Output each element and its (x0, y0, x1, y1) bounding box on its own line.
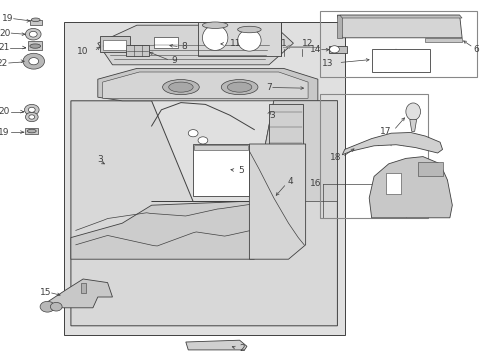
Text: 8: 8 (181, 42, 186, 51)
Polygon shape (409, 120, 416, 131)
Polygon shape (368, 157, 451, 218)
Bar (194, 145, 248, 150)
Polygon shape (249, 144, 305, 259)
Polygon shape (193, 144, 249, 196)
Polygon shape (151, 101, 337, 202)
Circle shape (24, 104, 39, 115)
Text: 1: 1 (280, 40, 286, 49)
Text: 13: 13 (321, 58, 333, 68)
Polygon shape (339, 15, 461, 18)
Circle shape (29, 31, 37, 37)
Text: 10: 10 (77, 46, 88, 55)
Ellipse shape (237, 26, 261, 33)
Bar (320, 94, 427, 218)
Bar (371, 49, 429, 72)
Text: 3: 3 (268, 111, 274, 120)
Ellipse shape (30, 44, 41, 48)
Circle shape (29, 115, 35, 119)
Polygon shape (126, 45, 149, 56)
Circle shape (23, 53, 44, 69)
Circle shape (198, 137, 207, 144)
Ellipse shape (221, 80, 258, 95)
Text: 20: 20 (0, 107, 10, 116)
Ellipse shape (227, 82, 251, 92)
Text: 5: 5 (238, 166, 244, 175)
Bar (30, 20, 42, 25)
Text: 21: 21 (0, 43, 10, 52)
Ellipse shape (202, 25, 227, 50)
Text: 19: 19 (2, 14, 14, 23)
Text: 19: 19 (0, 128, 10, 136)
Text: 16: 16 (309, 179, 321, 188)
Text: 17: 17 (379, 126, 390, 135)
Text: 14: 14 (310, 45, 321, 54)
Text: 9: 9 (171, 56, 177, 65)
Circle shape (25, 112, 38, 122)
Bar (25, 128, 38, 134)
Circle shape (329, 46, 339, 53)
Polygon shape (98, 68, 317, 101)
Ellipse shape (237, 30, 261, 51)
Polygon shape (268, 104, 303, 202)
Polygon shape (328, 46, 346, 53)
Text: 22: 22 (0, 58, 8, 68)
Polygon shape (185, 340, 246, 350)
Polygon shape (102, 72, 307, 98)
Text: 3: 3 (97, 155, 102, 164)
Circle shape (29, 58, 39, 65)
Polygon shape (81, 283, 85, 293)
Ellipse shape (168, 82, 193, 92)
Circle shape (28, 107, 35, 112)
Text: 7: 7 (266, 83, 272, 91)
Text: 11: 11 (229, 40, 241, 49)
Circle shape (50, 302, 62, 311)
Polygon shape (337, 15, 342, 38)
Text: 20: 20 (0, 29, 11, 37)
Ellipse shape (202, 22, 227, 28)
Text: 2: 2 (239, 343, 245, 353)
Text: 15: 15 (40, 288, 51, 297)
Bar (425, 38, 461, 42)
Polygon shape (71, 101, 337, 326)
Ellipse shape (405, 103, 420, 120)
Polygon shape (71, 202, 254, 259)
Polygon shape (100, 36, 129, 52)
Ellipse shape (162, 80, 199, 95)
Text: 6: 6 (472, 45, 478, 54)
Bar (320, 11, 476, 77)
Circle shape (40, 301, 55, 312)
Text: 18: 18 (329, 153, 341, 162)
Text: 12: 12 (302, 40, 313, 49)
Text: 4: 4 (287, 177, 293, 186)
Bar (28, 41, 42, 50)
Bar (102, 40, 126, 50)
Circle shape (188, 130, 198, 137)
Polygon shape (98, 25, 293, 65)
Polygon shape (342, 132, 442, 155)
Ellipse shape (27, 129, 36, 133)
Bar (154, 37, 177, 48)
Polygon shape (44, 279, 112, 308)
Bar (63, 22, 344, 335)
Bar (417, 162, 442, 176)
Circle shape (25, 28, 41, 40)
Polygon shape (198, 22, 281, 56)
Polygon shape (337, 15, 461, 38)
Bar (386, 173, 400, 194)
Ellipse shape (31, 18, 40, 22)
